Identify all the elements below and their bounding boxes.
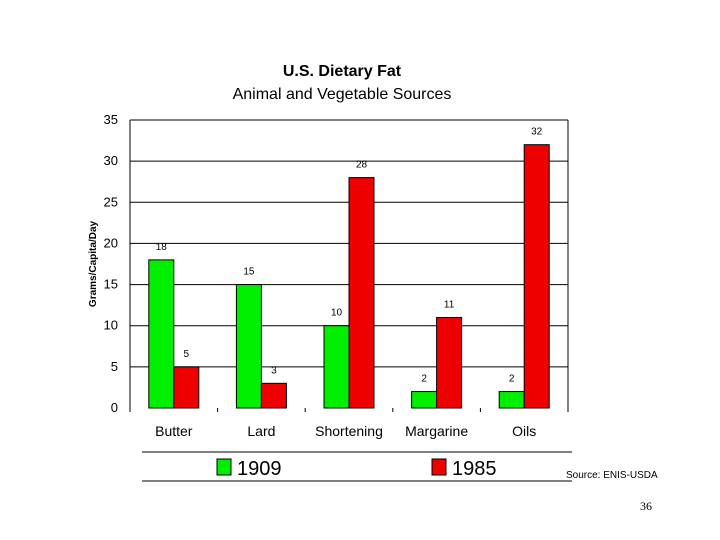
bar-lard-1909 (235, 284, 262, 409)
y-tick-label-15: 15 (104, 277, 118, 292)
y-axis-label: Grams/Capita/Day (88, 220, 99, 307)
data-labels: 18 5 15 3 10 28 2 11 2 32 (156, 127, 543, 385)
bar-shortening-1985 (348, 177, 375, 409)
category-label-margarine: Margarine (405, 423, 468, 439)
bar-lard-1985 (260, 382, 287, 409)
legend-swatch-1909 (216, 458, 232, 476)
bar-shortening-1909 (323, 325, 350, 409)
y-tick-label-30: 30 (104, 153, 118, 168)
source-note: Source: ENIS-USDA (566, 470, 658, 481)
y-tick-label-5: 5 (111, 359, 118, 374)
bar-margarine-1985 (436, 316, 463, 409)
data-label-lard-1909: 15 (243, 267, 255, 278)
legend-label-1909: 1909 (237, 458, 282, 480)
data-label-lard-1985: 3 (271, 365, 277, 376)
data-label-margarine-1985: 11 (444, 299, 455, 310)
chart-subtitle: Animal and Vegetable Sources (233, 86, 452, 103)
y-tick-label-0: 0 (111, 400, 118, 415)
legend-label-1985: 1985 (452, 458, 497, 480)
data-label-butter-1909: 18 (156, 242, 168, 253)
bar-butter-1909 (148, 259, 175, 409)
data-label-margarine-1909: 2 (421, 374, 427, 385)
category-label-oils: Oils (512, 423, 536, 439)
y-tick-label-25: 25 (104, 194, 118, 209)
data-label-shortening-1985: 28 (356, 160, 368, 171)
data-label-butter-1985: 5 (184, 349, 190, 360)
category-labels: Butter Lard Shortening Margarine Oils (155, 423, 536, 439)
bars (148, 144, 550, 409)
data-label-shortening-1909: 10 (331, 308, 343, 319)
category-label-shortening: Shortening (315, 423, 383, 439)
y-tick-label-35: 35 (104, 112, 118, 127)
category-label-butter: Butter (155, 423, 193, 439)
data-label-oils-1909: 2 (509, 374, 515, 385)
y-tick-label-10: 10 (104, 318, 118, 333)
data-label-oils-1985: 32 (531, 127, 543, 138)
bar-oils-1909 (498, 391, 525, 409)
page-number: 36 (640, 499, 652, 513)
chart-title: U.S. Dietary Fat (283, 63, 402, 80)
category-label-lard: Lard (247, 423, 275, 439)
bar-oils-1985 (523, 144, 550, 409)
bar-butter-1985 (173, 366, 200, 409)
y-tick-labels: 0 5 10 15 20 25 30 35 (104, 112, 118, 415)
bar-margarine-1909 (411, 391, 438, 409)
legend-swatch-1985 (431, 458, 447, 476)
y-tick-label-20: 20 (104, 235, 118, 250)
